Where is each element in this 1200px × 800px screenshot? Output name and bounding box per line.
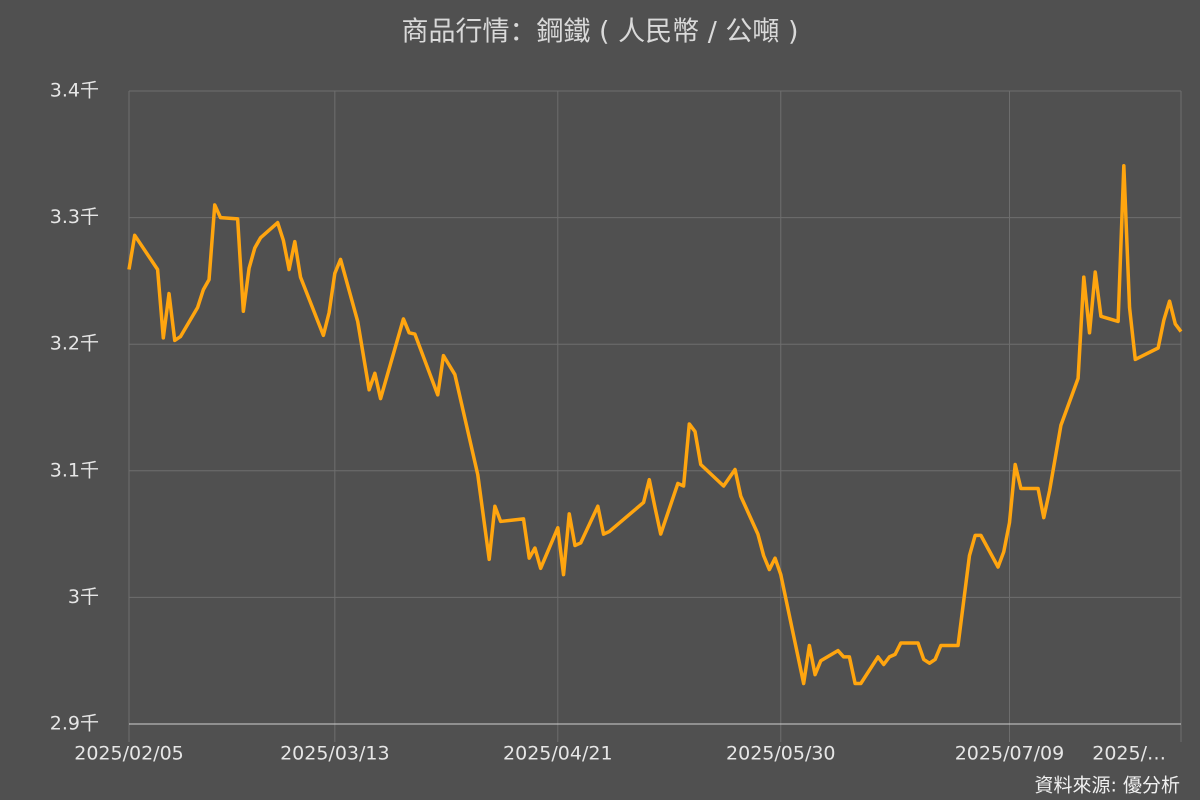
y-tick-label: 3.3千 <box>50 206 99 228</box>
source-note: 資料來源: 優分析 <box>1035 775 1180 797</box>
price-line <box>127 163 1183 686</box>
y-tick-label: 3.1千 <box>50 459 99 481</box>
x-tick-label: 2025/07/09 <box>955 743 1065 765</box>
x-tick-label: 2025/05/30 <box>726 743 836 765</box>
y-tick-label: 3.4千 <box>50 80 99 102</box>
x-tick-label: 2025/02/05 <box>74 743 184 765</box>
x-tick-label: 2025/03/13 <box>280 743 390 765</box>
y-tick-label: 2.9千 <box>50 713 99 735</box>
x-tick-label: 2025/04/21 <box>503 743 613 765</box>
chart-title: 商品行情：鋼鐵 ( 人民幣 / 公噸 ) <box>401 17 798 48</box>
y-tick-label: 3.2千 <box>50 333 99 355</box>
x-tick-label: 2025/… <box>1092 743 1166 765</box>
y-tick-label: 3千 <box>68 586 99 608</box>
